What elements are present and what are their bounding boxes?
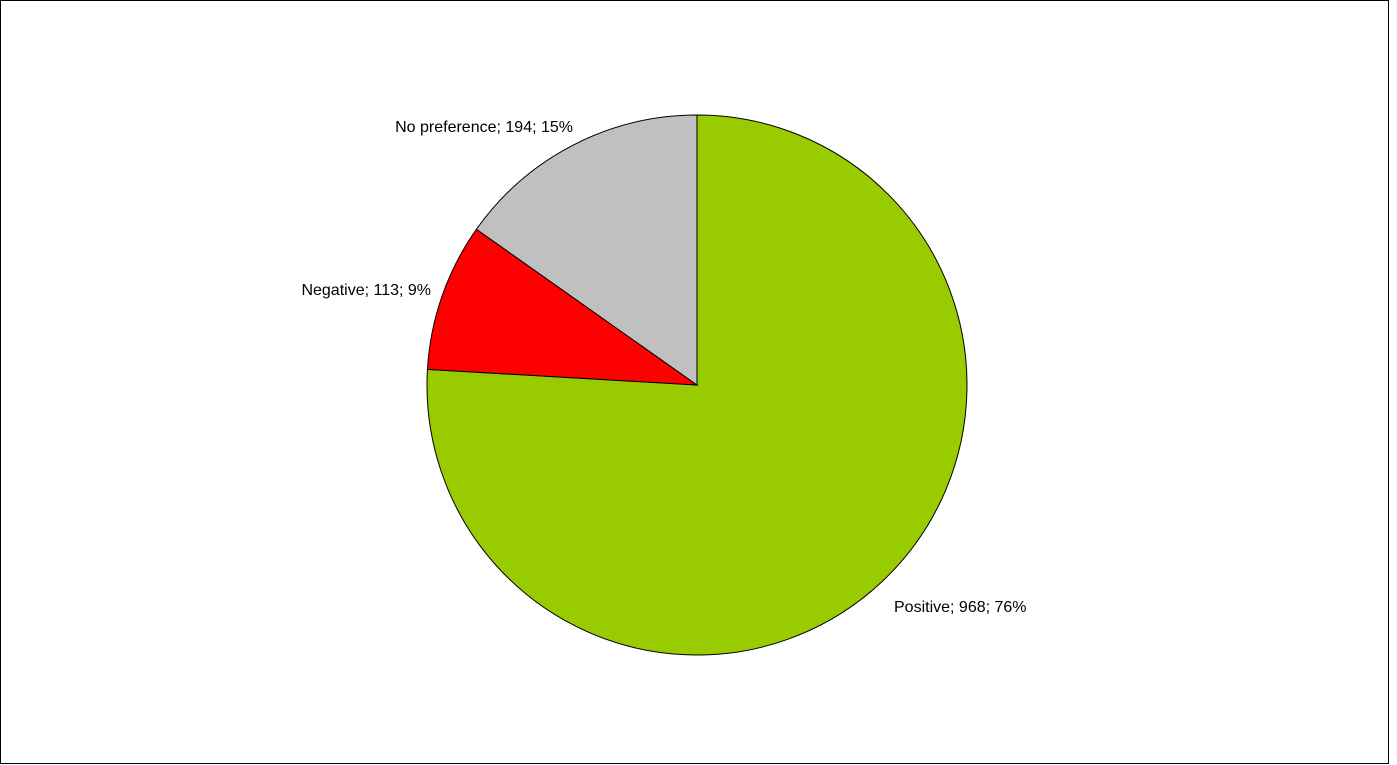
- data-label-no-preference: No preference; 194; 15%: [395, 119, 573, 136]
- data-label-positive: Positive; 968; 76%: [894, 599, 1027, 616]
- data-label-negative: Negative; 113; 9%: [301, 282, 431, 299]
- pie-slice-positive: [426, 114, 968, 656]
- pie-slices: [426, 114, 968, 656]
- pie-data-labels: Positive; 968; 76% Negative; 113; 9% No pr…: [301, 119, 1026, 616]
- pie-slice-negative: [426, 228, 699, 386]
- pie-slice-no-preference: [475, 114, 698, 386]
